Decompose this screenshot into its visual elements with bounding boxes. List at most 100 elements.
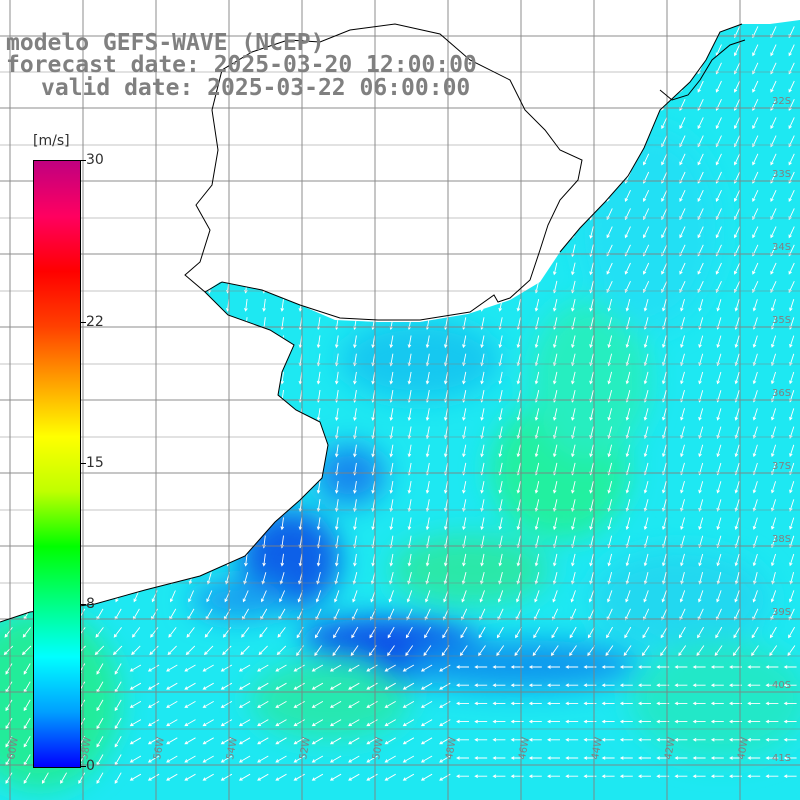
wind-arrow bbox=[680, 571, 685, 585]
wind-arrow bbox=[601, 756, 615, 760]
wind-arrow bbox=[41, 772, 49, 784]
latitude-label: 34S bbox=[772, 242, 791, 253]
wind-arrow bbox=[770, 135, 777, 148]
wind-arrow bbox=[262, 244, 266, 258]
wind-arrow bbox=[5, 772, 13, 784]
wind-arrow bbox=[643, 590, 649, 603]
wind-arrow bbox=[443, 371, 449, 385]
wind-arrow bbox=[589, 571, 594, 585]
wind-arrow bbox=[788, 626, 795, 639]
wind-arrow bbox=[203, 645, 214, 656]
wind-arrow bbox=[770, 190, 777, 202]
wind-arrow bbox=[443, 408, 449, 422]
wind-arrow bbox=[607, 444, 613, 458]
wind-arrow bbox=[439, 737, 451, 745]
wind-arrow bbox=[280, 116, 285, 130]
wind-arrow bbox=[116, 408, 121, 422]
wind-arrow bbox=[26, 262, 30, 276]
wind-arrow bbox=[771, 571, 776, 585]
wind-arrow bbox=[571, 353, 576, 367]
wind-arrow bbox=[311, 719, 324, 727]
wind-arrow bbox=[276, 645, 287, 656]
wind-arrow bbox=[116, 371, 121, 385]
wind-arrow bbox=[314, 645, 323, 657]
wind-arrow bbox=[733, 226, 741, 239]
wind-arrow bbox=[425, 571, 431, 585]
wind-arrow bbox=[747, 719, 761, 724]
wind-arrow bbox=[680, 553, 685, 567]
wind-arrow bbox=[480, 481, 485, 494]
wind-arrow bbox=[661, 408, 667, 421]
wind-arrow bbox=[571, 480, 576, 494]
wind-arrow bbox=[753, 571, 758, 585]
wind-arrow bbox=[329, 755, 342, 763]
wind-arrow bbox=[661, 117, 668, 130]
wind-arrow bbox=[552, 553, 558, 567]
wind-arrow bbox=[406, 590, 413, 603]
wind-arrow bbox=[78, 772, 86, 784]
latitude-label: 35S bbox=[772, 315, 791, 326]
wind-arrow bbox=[311, 682, 324, 690]
wind-arrow bbox=[692, 701, 706, 706]
wind-arrow bbox=[770, 335, 777, 348]
wind-arrow bbox=[770, 408, 777, 421]
wind-arrow bbox=[353, 444, 357, 458]
wind-arrow bbox=[674, 719, 688, 724]
wind-arrow bbox=[423, 645, 432, 657]
wind-arrow bbox=[97, 590, 104, 603]
wind-arrow bbox=[680, 371, 685, 385]
wind-arrow bbox=[459, 645, 468, 657]
wind-arrow bbox=[407, 335, 412, 349]
wind-arrow bbox=[607, 335, 613, 349]
wind-arrow bbox=[425, 590, 431, 603]
wind-arrow bbox=[353, 153, 357, 167]
wind-arrow bbox=[262, 116, 266, 130]
wind-arrow bbox=[674, 774, 688, 778]
wind-arrow bbox=[425, 117, 430, 130]
wind-arrow bbox=[329, 719, 342, 727]
wind-arrow bbox=[589, 98, 594, 112]
wind-arrow bbox=[462, 117, 467, 130]
wind-arrow bbox=[547, 701, 560, 706]
wind-arrow bbox=[715, 262, 722, 275]
wind-arrow bbox=[262, 553, 266, 567]
wind-arrow bbox=[425, 226, 430, 240]
wind-arrow bbox=[751, 626, 759, 639]
wind-arrow bbox=[516, 481, 521, 494]
wind-arrow bbox=[407, 408, 412, 422]
wind-arrow bbox=[4, 627, 13, 638]
model-title: modelo GEFS-WAVE (NCEP) bbox=[6, 30, 325, 56]
wind-arrow bbox=[244, 371, 248, 385]
wind-arrow bbox=[462, 408, 467, 421]
wind-arrow bbox=[96, 772, 104, 784]
wind-arrow bbox=[280, 153, 285, 167]
wind-arrow bbox=[752, 135, 759, 148]
wind-arrow bbox=[619, 719, 633, 724]
wind-arrow bbox=[443, 262, 449, 276]
wind-arrow bbox=[202, 664, 214, 672]
wind-arrow bbox=[625, 444, 631, 458]
wind-arrow bbox=[316, 262, 321, 276]
wind-arrow bbox=[334, 408, 339, 422]
wind-arrow bbox=[425, 153, 430, 167]
wind-arrow bbox=[716, 481, 722, 494]
wind-arrow bbox=[770, 153, 777, 166]
wind-arrow bbox=[366, 682, 378, 690]
wind-arrow bbox=[98, 480, 103, 494]
wind-arrow bbox=[698, 371, 704, 385]
wind-arrow bbox=[770, 444, 777, 458]
wind-arrow bbox=[462, 517, 467, 531]
wind-arrow bbox=[734, 481, 740, 494]
coastline bbox=[0, 23, 583, 623]
wind-arrow bbox=[371, 153, 376, 167]
wind-arrow bbox=[371, 117, 376, 130]
latitude-label: 37S bbox=[772, 461, 791, 472]
wind-arrow bbox=[661, 135, 668, 148]
wind-arrow bbox=[589, 371, 594, 385]
wind-arrow bbox=[698, 553, 704, 567]
wind-arrow bbox=[220, 682, 233, 690]
wind-arrow bbox=[348, 664, 360, 672]
wind-arrow bbox=[129, 719, 142, 727]
wind-arrow bbox=[492, 683, 506, 687]
longitude-label: 60W bbox=[6, 736, 21, 760]
